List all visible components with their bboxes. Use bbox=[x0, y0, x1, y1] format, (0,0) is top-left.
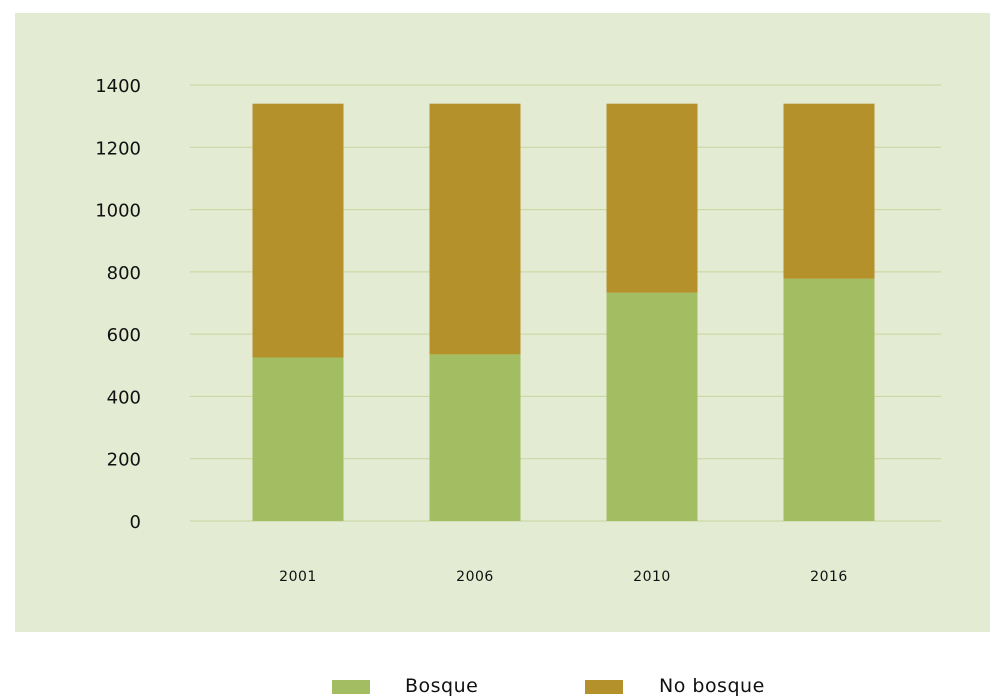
bar-bosque-2016 bbox=[783, 278, 875, 521]
bar-no-bosque-2006 bbox=[429, 103, 521, 355]
bar-no-bosque-2010 bbox=[606, 103, 698, 293]
legend: Bosque No bosque bbox=[0, 672, 1005, 697]
y-tick-label: 1400 bbox=[95, 76, 141, 97]
bar-no-bosque-2001 bbox=[252, 103, 344, 358]
legend-swatch-no-bosque bbox=[585, 680, 623, 694]
y-tick-label: 0 bbox=[130, 512, 141, 533]
x-tick-label: 2001 bbox=[279, 569, 317, 585]
x-tick-label: 2016 bbox=[810, 569, 848, 585]
y-tick-label: 600 bbox=[107, 325, 141, 346]
bar-bosque-2010 bbox=[606, 292, 698, 521]
legend-label-bosque: Bosque bbox=[405, 675, 479, 697]
x-tick-label: 2006 bbox=[456, 569, 494, 585]
y-tick-label: 200 bbox=[107, 450, 141, 471]
bar-bosque-2001 bbox=[252, 357, 344, 521]
legend-swatch-bosque bbox=[332, 680, 370, 694]
y-tick-label: 1200 bbox=[95, 138, 141, 159]
bar-bosque-2006 bbox=[429, 354, 521, 521]
stacked-bar-chart: 0 200 400 600 800 1000 1200 1400 2001 2006 2010 201… bbox=[95, 76, 941, 585]
x-tick-label: 2010 bbox=[633, 569, 671, 585]
y-tick-label: 800 bbox=[107, 263, 141, 284]
y-tick-label: 1000 bbox=[95, 201, 141, 222]
bar-no-bosque-2016 bbox=[783, 103, 875, 279]
legend-label-no-bosque: No bosque bbox=[659, 675, 765, 697]
chart-panel: 0 200 400 600 800 1000 1200 1400 2001 2006 2010 201… bbox=[15, 13, 990, 632]
y-tick-label: 400 bbox=[107, 387, 141, 408]
